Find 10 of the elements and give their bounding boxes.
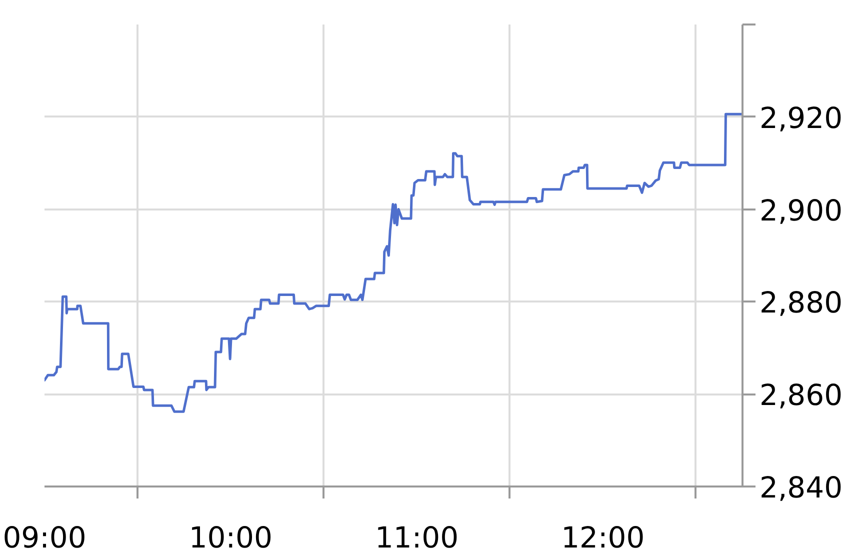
- y-tick-label: 2,900: [760, 193, 843, 228]
- x-tick-label: 11:00: [374, 520, 459, 554]
- y-tick-label: 2,920: [760, 100, 843, 135]
- y-tick-label: 2,860: [760, 378, 843, 412]
- x-tick-label: 12:00: [561, 520, 645, 554]
- x-tick-label: 10:00: [188, 520, 272, 554]
- line-series: [44, 112, 742, 413]
- x-tick-label: 09:00: [2, 520, 86, 554]
- y-tick-label: 2,880: [760, 286, 843, 320]
- y-tick-label: 2,840: [760, 470, 843, 504]
